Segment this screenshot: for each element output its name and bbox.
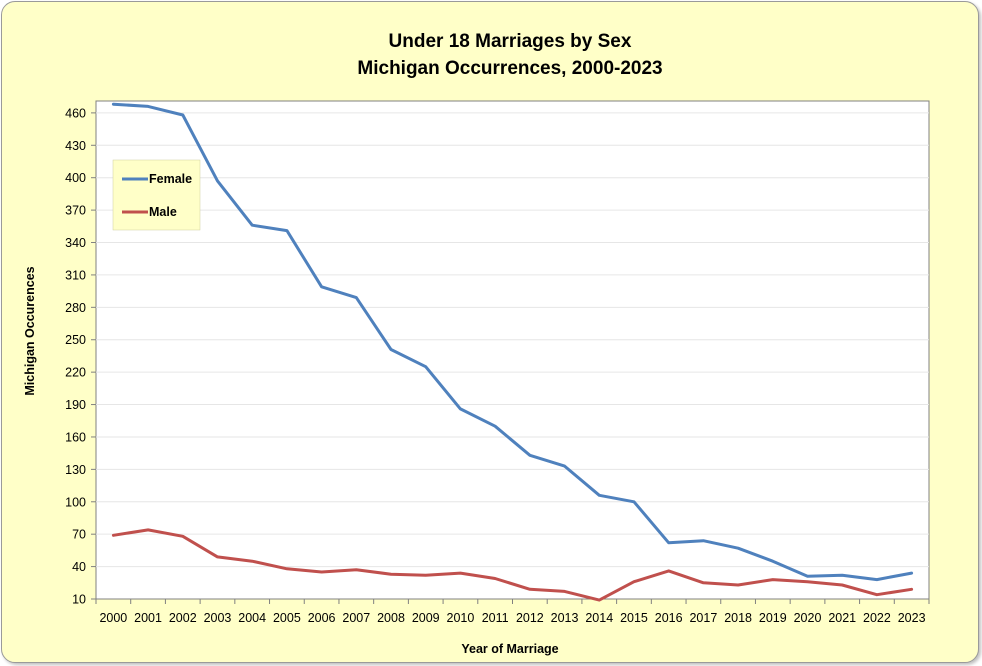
y-tick-label: 370 [65,204,86,218]
y-tick-label: 400 [65,171,86,185]
y-axis-title: Michigan Occurences [23,266,37,395]
x-tick-label: 2007 [342,611,370,625]
gridlines [96,112,929,568]
x-tick-label: 2001 [134,611,162,625]
y-tick-label: 160 [65,430,86,444]
y-tick-label: 250 [65,333,86,347]
plot-area [95,100,930,600]
y-tick-label: 310 [65,268,86,282]
y-tick-label: 70 [72,528,86,542]
x-tick-label: 2013 [551,611,579,625]
x-tick-label: 2004 [238,611,266,625]
x-tick-label: 2003 [204,611,232,625]
chart-subtitle: Michigan Occurrences, 2000-2023 [357,58,662,79]
legend: Female Male [112,159,201,231]
x-tick-label: 2020 [794,611,822,625]
legend-label-male: Male [149,205,177,219]
x-tick-label: 2017 [689,611,717,625]
x-tick-label: 2018 [724,611,752,625]
chart-title: Under 18 Marriages by Sex [389,31,632,52]
x-tick-label: 2022 [863,611,891,625]
x-tick-label: 2005 [273,611,301,625]
x-tick-label: 2014 [585,611,613,625]
y-tick-label: 340 [65,236,86,250]
y-tick-label: 40 [72,560,86,574]
x-tick-label: 2000 [99,611,127,625]
y-tick-label: 130 [65,463,86,477]
y-tick-label: 100 [65,495,86,509]
x-tick-label: 2019 [759,611,787,625]
legend-box [112,159,201,231]
x-tick-label: 2010 [447,611,475,625]
x-axis-ticks: 2000 2001 2002 2003 2004 2005 2006 2007 2008 2009… [95,599,930,625]
y-tick-label: 460 [65,106,86,120]
x-tick-label: 2011 [482,611,509,625]
x-tick-label: 2016 [655,611,683,625]
y-tick-label: 10 [72,593,86,607]
series-line-female [111,102,914,582]
y-tick-label: 430 [65,139,86,153]
y-tick-label: 220 [65,366,86,380]
x-tick-label: 2023 [898,611,926,625]
x-tick-label: 2009 [412,611,440,625]
x-axis-title: Year of Marriage [461,642,558,656]
series-lines [111,102,914,602]
y-axis-ticks: 10 40 70 100 130 160 190 220 250 280 310 340 370 400 4… [65,106,96,607]
x-tick-label: 2002 [169,611,197,625]
x-tick-label: 2006 [308,611,336,625]
y-tick-label: 280 [65,301,86,315]
x-tick-label: 2015 [620,611,648,625]
y-tick-label: 190 [65,398,86,412]
x-tick-label: 2012 [516,611,544,625]
legend-label-female: Female [149,172,192,186]
x-tick-label: 2021 [828,611,856,625]
series-line-male [111,528,914,602]
x-tick-label: 2008 [377,611,405,625]
